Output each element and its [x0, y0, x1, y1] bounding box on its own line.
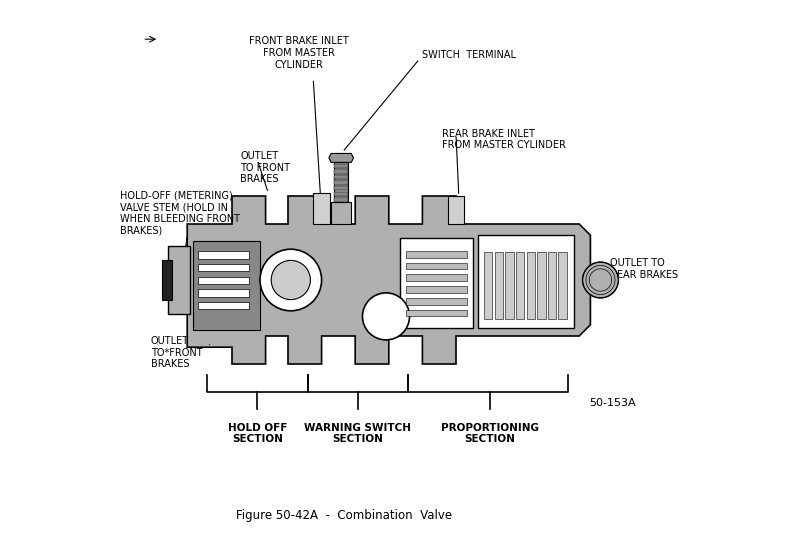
Text: HOLD OFF
SECTION: HOLD OFF SECTION [227, 423, 287, 445]
Bar [334, 164, 349, 168]
Bar [313, 193, 330, 224]
Bar [484, 252, 492, 319]
Bar [334, 162, 349, 202]
Bar [400, 238, 473, 328]
Bar [558, 252, 567, 319]
Bar [406, 310, 467, 316]
Bar [447, 196, 464, 224]
Bar [331, 202, 351, 224]
Text: REAR BRAKE INLET
FROM MASTER CYLINDER: REAR BRAKE INLET FROM MASTER CYLINDER [442, 129, 566, 151]
Circle shape [271, 260, 310, 300]
Bar [406, 298, 467, 305]
Circle shape [260, 249, 322, 311]
FancyBboxPatch shape [168, 246, 190, 314]
Bar [537, 252, 546, 319]
Bar [198, 264, 249, 272]
Bar [526, 252, 535, 319]
Bar [334, 197, 349, 202]
Text: 50-153A: 50-153A [590, 398, 636, 408]
Bar [334, 169, 349, 174]
Bar [198, 302, 249, 309]
Bar [548, 252, 556, 319]
Bar [516, 252, 524, 319]
Bar [494, 252, 503, 319]
Bar [198, 289, 249, 297]
Bar [406, 251, 467, 258]
Bar [334, 186, 349, 190]
Text: Figure 50-42A  -  Combination  Valve: Figure 50-42A - Combination Valve [236, 508, 452, 522]
Text: PROPORTIONING
SECTION: PROPORTIONING SECTION [441, 423, 538, 445]
Circle shape [582, 262, 618, 298]
Bar [506, 252, 514, 319]
Text: SWITCH  TERMINAL: SWITCH TERMINAL [422, 50, 517, 60]
Bar [198, 251, 249, 259]
Polygon shape [329, 153, 354, 162]
Polygon shape [187, 196, 590, 364]
Bar [406, 286, 467, 293]
Bar [478, 235, 574, 328]
Text: OUTLET
TO*FRONT
BRAKES: OUTLET TO*FRONT BRAKES [151, 336, 202, 369]
Polygon shape [193, 241, 260, 330]
Bar [162, 260, 172, 300]
Bar [198, 277, 249, 284]
Text: HOLD-OFF (METERING)
VALVE STEM (HOLD IN
WHEN BLEEDING FRONT
BRAKES): HOLD-OFF (METERING) VALVE STEM (HOLD IN … [120, 190, 240, 235]
Text: OUTLET TO
REAR BRAKES: OUTLET TO REAR BRAKES [610, 258, 678, 279]
Circle shape [362, 293, 410, 340]
Text: OUTLET
TO FRONT
BRAKES: OUTLET TO FRONT BRAKES [240, 151, 290, 184]
Bar [334, 180, 349, 185]
Bar [406, 274, 467, 281]
Bar [334, 192, 349, 196]
Text: FRONT BRAKE INLET
FROM MASTER
CYLINDER: FRONT BRAKE INLET FROM MASTER CYLINDER [250, 36, 349, 69]
Bar [334, 175, 349, 179]
Text: WARNING SWITCH
SECTION: WARNING SWITCH SECTION [305, 423, 411, 445]
Bar [406, 263, 467, 269]
